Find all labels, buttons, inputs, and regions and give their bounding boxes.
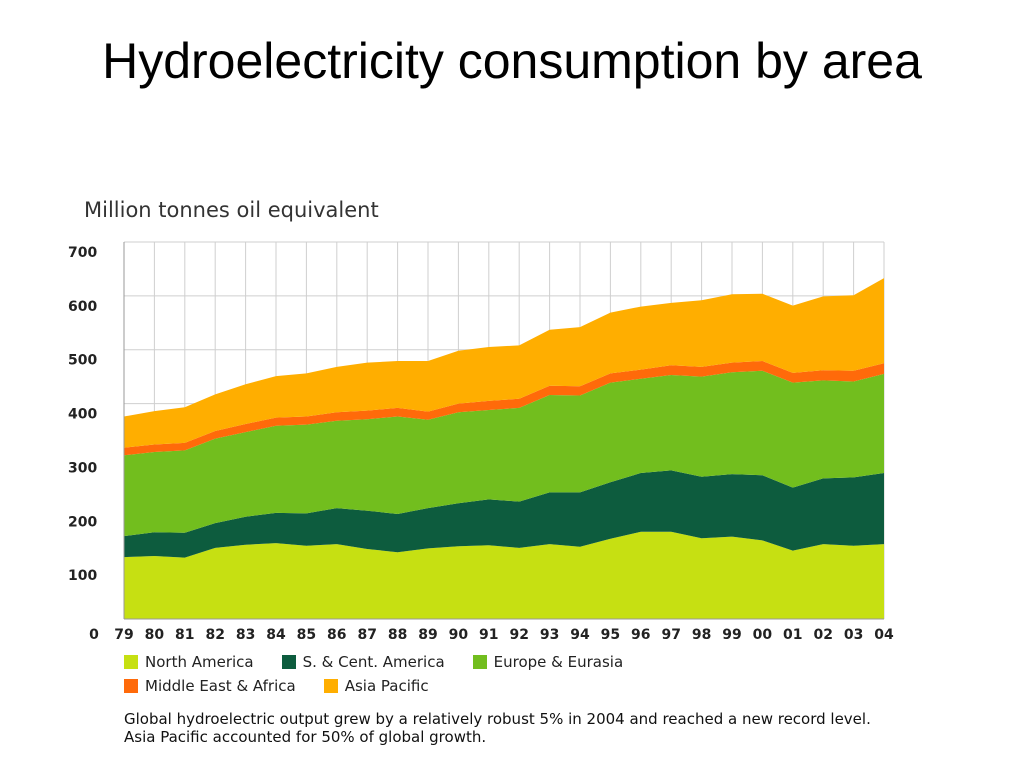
legend-item-south-central-america: S. & Cent. America <box>281 653 445 671</box>
y-axis-unit-label: Million tonnes oil equivalent <box>84 198 379 222</box>
page-title: Hydroelectricity consumption by area <box>102 33 922 89</box>
x-tick-label: 92 <box>509 627 528 643</box>
chart-axes <box>123 242 884 620</box>
legend-label-south-central-america: S. & Cent. America <box>302 653 445 671</box>
x-tick-label: 87 <box>357 627 376 643</box>
x-tick-label: 03 <box>844 627 863 643</box>
x-tick-label: 81 <box>175 627 194 643</box>
legend-swatch-north-america <box>124 655 138 669</box>
x-tick-label: 96 <box>631 627 650 643</box>
origin-label: 0 <box>89 627 99 643</box>
chart-tick-labels: 100 200 300 400 500 600 700 0 79 80 81 82 83 84 85 86 87… <box>68 245 894 643</box>
legend-row-2: Middle East & Africa Asia Pacific <box>124 674 651 698</box>
legend-label-europe-eurasia: Europe & Eurasia <box>493 653 624 671</box>
x-tick-label: 89 <box>418 627 437 643</box>
x-tick-label: 80 <box>145 627 165 643</box>
area-series-europe-eurasia <box>124 370 884 537</box>
x-tick-label: 98 <box>692 627 711 643</box>
x-tick-label: 86 <box>327 627 346 643</box>
x-tick-label: 79 <box>114 627 133 643</box>
x-tick-label: 00 <box>753 627 773 643</box>
y-tick-label: 400 <box>68 407 97 423</box>
x-tick-label: 84 <box>266 627 286 643</box>
y-tick-label: 700 <box>68 245 97 261</box>
legend-swatch-south-central-america <box>281 655 296 669</box>
chart-legend: North America S. & Cent. America Europe … <box>124 650 651 698</box>
chart-caption: Global hydroelectric output grew by a re… <box>124 710 871 746</box>
x-tick-label: 91 <box>479 627 498 643</box>
x-tick-label: 93 <box>540 627 559 643</box>
x-tick-label: 85 <box>297 627 316 643</box>
x-tick-label: 88 <box>388 627 407 643</box>
area-series-asia-pacific <box>124 278 884 448</box>
area-series-middle-east-africa <box>124 361 884 456</box>
x-tick-label: 90 <box>449 627 469 643</box>
x-tick-label: 82 <box>205 627 224 643</box>
x-tick-label: 04 <box>874 627 894 643</box>
legend-item-north-america: North America <box>124 653 254 671</box>
y-tick-label: 300 <box>68 460 97 476</box>
legend-item-europe-eurasia: Europe & Eurasia <box>472 653 624 671</box>
area-series-north-america <box>124 531 884 619</box>
x-tick-label: 02 <box>813 627 832 643</box>
legend-row-1: North America S. & Cent. America Europe … <box>124 650 651 674</box>
x-tick-label: 01 <box>783 627 802 643</box>
legend-swatch-europe-eurasia <box>472 655 487 669</box>
legend-swatch-asia-pacific <box>323 679 338 693</box>
x-tick-label: 94 <box>570 627 590 643</box>
x-tick-label: 97 <box>661 627 680 643</box>
legend-label-asia-pacific: Asia Pacific <box>344 677 429 695</box>
legend-swatch-middle-east-africa <box>124 679 138 693</box>
y-tick-label: 500 <box>68 353 97 369</box>
x-tick-label: 83 <box>236 627 255 643</box>
y-tick-label: 600 <box>68 299 97 315</box>
legend-item-middle-east-africa: Middle East & Africa <box>124 677 296 695</box>
area-series-s-cent-america <box>124 470 884 558</box>
legend-label-middle-east-africa: Middle East & Africa <box>145 677 296 695</box>
legend-item-asia-pacific: Asia Pacific <box>323 677 429 695</box>
legend-label-north-america: North America <box>145 653 254 671</box>
y-tick-label: 200 <box>68 514 97 530</box>
y-tick-label: 100 <box>68 568 97 584</box>
chart-areas <box>124 278 884 619</box>
hydroelectricity-area-chart: 100 200 300 400 500 600 700 0 79 80 81 82 83 84 85 86 87… <box>68 241 894 643</box>
x-tick-label: 95 <box>601 627 620 643</box>
x-tick-label: 99 <box>722 627 741 643</box>
